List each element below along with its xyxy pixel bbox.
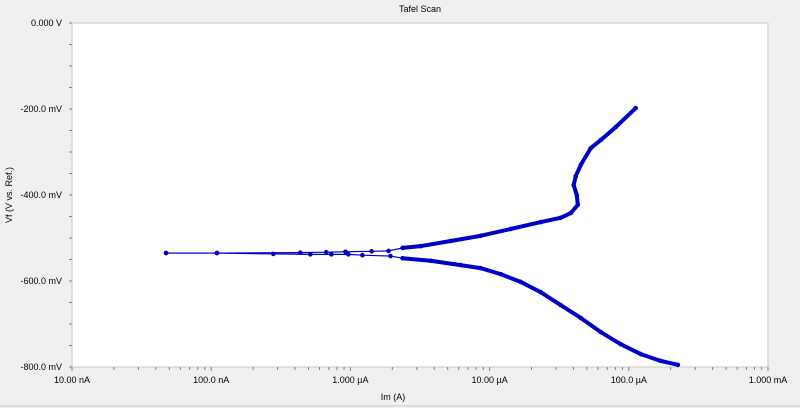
chart-title: Tafel Scan xyxy=(399,4,441,14)
y-tick-label: -600.0 mV xyxy=(20,276,62,286)
data-point xyxy=(298,250,303,255)
data-point xyxy=(598,137,604,143)
data-point xyxy=(498,271,503,277)
x-tick-label: 1.000 mA xyxy=(749,375,788,385)
data-point xyxy=(307,252,313,257)
data-point xyxy=(598,329,604,335)
data-point xyxy=(428,258,433,264)
x-tick-label: 10.00 µA xyxy=(471,375,507,385)
x-tick-label: 100.0 µA xyxy=(611,375,647,385)
data-point xyxy=(578,162,584,168)
y-tick-label: -400.0 mV xyxy=(20,190,62,200)
data-point xyxy=(418,243,423,249)
data-point xyxy=(575,202,581,208)
data-point xyxy=(573,173,579,179)
data-point xyxy=(578,315,584,321)
y-axis-label: Vf (V vs. Ref.) xyxy=(4,167,14,223)
data-point xyxy=(360,252,365,258)
data-point xyxy=(369,249,374,254)
data-point xyxy=(518,279,523,285)
data-point xyxy=(618,341,624,347)
data-point xyxy=(400,255,405,261)
data-point xyxy=(633,105,638,111)
data-point xyxy=(675,362,681,368)
x-tick-label: 100.0 nA xyxy=(193,375,229,385)
data-point xyxy=(638,351,644,357)
data-point xyxy=(478,265,483,271)
data-point xyxy=(574,192,580,198)
data-point xyxy=(538,219,544,225)
data-point xyxy=(613,124,619,130)
data-point xyxy=(343,249,348,255)
data-point xyxy=(478,233,483,239)
x-axis: 10.00 nA 100.0 nA 1.000 µA 10.00 µA 100.0 µA… xyxy=(54,367,787,385)
data-point xyxy=(388,253,393,259)
data-point xyxy=(508,226,514,232)
x-tick-label: 1.000 µA xyxy=(332,375,368,385)
data-point xyxy=(386,248,391,254)
y-tick-label: -800.0 mV xyxy=(20,362,62,372)
data-point xyxy=(448,238,453,244)
x-axis-label: Im (A) xyxy=(381,392,406,402)
y-tick-label: 0.000 V xyxy=(31,18,62,28)
data-point xyxy=(323,249,329,255)
data-point xyxy=(163,250,169,256)
plot-area xyxy=(71,22,769,368)
y-tick-label: -200.0 mV xyxy=(20,104,62,114)
data-point xyxy=(214,250,220,256)
y-axis: 0.000 V -200.0 mV -400.0 mV -600.0 mV -800.0… xyxy=(20,18,72,372)
data-point xyxy=(458,262,463,268)
data-series xyxy=(163,105,681,368)
data-point xyxy=(588,145,594,151)
data-point xyxy=(329,252,334,257)
data-point xyxy=(558,302,563,308)
data-point xyxy=(658,358,664,364)
x-tick-label: 10.00 nA xyxy=(54,375,90,385)
data-point xyxy=(400,245,405,251)
data-point xyxy=(538,289,544,295)
data-point xyxy=(558,215,563,221)
data-point xyxy=(568,210,574,216)
cathodic-dense-segment xyxy=(400,256,680,367)
data-point xyxy=(571,182,577,188)
